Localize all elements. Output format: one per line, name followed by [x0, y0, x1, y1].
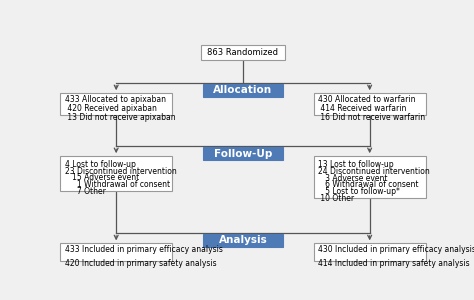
- Text: 414 Included in primary safety analysis: 414 Included in primary safety analysis: [318, 259, 470, 268]
- Text: Allocation: Allocation: [213, 85, 273, 95]
- Text: 7 Other: 7 Other: [64, 187, 105, 196]
- FancyBboxPatch shape: [60, 243, 172, 261]
- Text: Follow-Up: Follow-Up: [214, 149, 272, 159]
- Text: 15 Adverse event: 15 Adverse event: [64, 173, 139, 182]
- Text: 24 Discontinued intervention: 24 Discontinued intervention: [318, 167, 430, 176]
- Text: 4 Lost to follow-up: 4 Lost to follow-up: [64, 160, 136, 169]
- Text: 1 Withdrawal of consent: 1 Withdrawal of consent: [64, 180, 170, 189]
- Text: 5 Lost to follow-up*: 5 Lost to follow-up*: [318, 187, 400, 196]
- Text: 863 Randomized: 863 Randomized: [208, 48, 278, 57]
- Text: 13 Lost to follow-up: 13 Lost to follow-up: [318, 160, 394, 169]
- Text: 23 Discontinued intervention: 23 Discontinued intervention: [64, 167, 176, 176]
- Text: 433 Allocated to apixaban: 433 Allocated to apixaban: [64, 95, 165, 104]
- Text: 430 Included in primary efficacy analysis: 430 Included in primary efficacy analysi…: [318, 245, 474, 254]
- Text: 16 Did not receive warfarin: 16 Did not receive warfarin: [318, 113, 425, 122]
- FancyBboxPatch shape: [60, 93, 172, 115]
- FancyBboxPatch shape: [60, 156, 172, 191]
- Text: Analysis: Analysis: [219, 236, 267, 245]
- Text: 420 Included in primary safety analysis: 420 Included in primary safety analysis: [64, 259, 216, 268]
- FancyBboxPatch shape: [314, 93, 426, 115]
- FancyBboxPatch shape: [314, 243, 426, 261]
- Text: 6 Withdrawal of consent: 6 Withdrawal of consent: [318, 180, 419, 189]
- FancyBboxPatch shape: [202, 84, 283, 97]
- Text: 10 Other: 10 Other: [318, 194, 354, 202]
- Text: 13 Did not receive apixaban: 13 Did not receive apixaban: [64, 113, 175, 122]
- FancyBboxPatch shape: [202, 234, 283, 247]
- FancyBboxPatch shape: [314, 156, 426, 198]
- FancyBboxPatch shape: [202, 148, 283, 160]
- Text: 420 Received apixaban: 420 Received apixaban: [64, 104, 156, 113]
- Text: 414 Received warfarin: 414 Received warfarin: [318, 104, 406, 113]
- Text: 3 Adverse event: 3 Adverse event: [318, 174, 388, 183]
- Text: 430 Allocated to warfarin: 430 Allocated to warfarin: [318, 95, 416, 104]
- FancyBboxPatch shape: [201, 45, 285, 60]
- Text: 433 Included in primary efficacy analysis: 433 Included in primary efficacy analysi…: [64, 245, 222, 254]
